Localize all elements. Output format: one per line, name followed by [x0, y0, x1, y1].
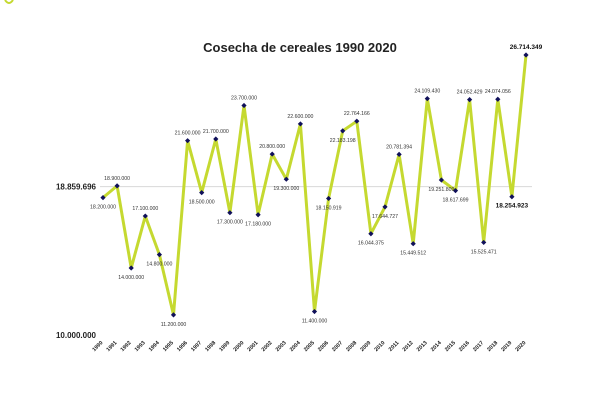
data-point — [156, 251, 162, 258]
data-label: 23.700.000 — [231, 95, 257, 101]
data-label: 11.200.000 — [161, 322, 187, 328]
data-point — [481, 239, 487, 246]
data-label: 11.400.000 — [302, 319, 328, 325]
data-point — [410, 241, 416, 247]
data-label: 18.150.919 — [316, 205, 342, 211]
data-point — [452, 188, 459, 194]
data-point — [100, 195, 106, 201]
data-point — [114, 183, 120, 189]
x-tick-label: 1990 — [92, 340, 105, 353]
data-point — [354, 118, 360, 124]
data-point — [424, 96, 430, 102]
data-label: 24.052.429 — [457, 90, 483, 96]
x-tick-label: 2004 — [289, 340, 303, 354]
data-point — [495, 96, 501, 102]
data-point — [283, 176, 289, 182]
data-label: 18.900.000 — [104, 176, 130, 182]
data-label: 18.254.923 — [496, 203, 529, 210]
data-point — [142, 213, 148, 219]
x-tick-label: 2008 — [345, 340, 358, 353]
data-point — [438, 177, 444, 183]
reference-line-label: 18.859.696 — [56, 183, 97, 192]
logo-icon — [4, 0, 14, 4]
data-point — [227, 210, 233, 216]
data-label: 22.600.000 — [287, 114, 313, 120]
x-tick-label: 2007 — [331, 340, 344, 353]
data-point — [396, 151, 402, 157]
data-point — [326, 195, 332, 202]
data-label: 17.644.727 — [372, 214, 398, 220]
data-point — [213, 136, 219, 142]
x-tick-label: 2011 — [388, 340, 401, 353]
data-point — [255, 212, 261, 218]
x-tick-label: 1994 — [148, 340, 162, 354]
data-label: 19.251.809 — [428, 187, 454, 193]
data-point — [170, 312, 177, 318]
x-tick-label: 2002 — [261, 340, 274, 353]
data-label: 17.180.000 — [245, 222, 271, 228]
x-tick-label: 2016 — [458, 340, 471, 353]
data-label: 15.449.512 — [400, 251, 426, 257]
data-point — [382, 204, 388, 210]
data-label: 21.700.000 — [203, 129, 229, 135]
x-tick-label: 2017 — [472, 340, 485, 353]
data-label: 19.300.000 — [273, 186, 299, 192]
data-point — [297, 121, 303, 127]
data-label: 14.000.000 — [118, 275, 144, 281]
data-point — [199, 190, 205, 196]
x-tick-label: 2018 — [486, 340, 499, 353]
x-tick-label: 2000 — [233, 340, 246, 353]
x-tick-label: 2010 — [374, 340, 387, 353]
data-label: 26.714.349 — [510, 44, 543, 51]
data-label: 17.100.000 — [132, 206, 158, 212]
data-label: 18.617.699 — [443, 198, 469, 204]
x-tick-label: 2014 — [430, 340, 444, 354]
x-tick-label: 1997 — [190, 340, 203, 353]
data-point — [241, 102, 247, 109]
chart-title: Cosecha de cereales 1990 2020 — [203, 40, 397, 55]
x-tick-label: 2013 — [416, 340, 429, 353]
x-tick-label: 2009 — [359, 340, 372, 353]
data-label: 21.600.000 — [175, 131, 201, 137]
data-label: 24.074.056 — [485, 89, 511, 95]
data-point — [311, 308, 318, 315]
data-point — [523, 52, 529, 58]
data-point — [340, 128, 346, 134]
x-tick-label: 1999 — [218, 340, 231, 353]
data-point — [128, 265, 134, 271]
data-point — [185, 138, 191, 144]
data-label: 20.800.000 — [259, 144, 285, 150]
x-tick-label: 2006 — [317, 340, 330, 353]
y-tick-label: 10.000.000 — [56, 331, 97, 340]
data-label: 15.525.471 — [471, 249, 497, 255]
x-tick-label: 1998 — [204, 340, 217, 353]
x-tick-label: 1995 — [162, 340, 175, 353]
data-label: 20.781.394 — [386, 144, 412, 150]
data-point — [368, 231, 374, 237]
x-tick-label: 1996 — [176, 340, 189, 353]
data-label: 14.800.000 — [146, 262, 172, 268]
x-tick-label: 2001 — [247, 340, 260, 353]
x-tick-label: 1992 — [120, 340, 133, 353]
data-point — [269, 151, 275, 157]
x-tick-label: 2003 — [275, 340, 288, 353]
data-label: 24.109.430 — [414, 89, 440, 95]
x-tick-label: 2005 — [303, 340, 316, 353]
data-point — [467, 96, 473, 103]
x-tick-label: 1993 — [134, 340, 147, 353]
data-label: 16.044.375 — [358, 241, 384, 247]
x-tick-label: 2020 — [515, 340, 528, 353]
data-label: 18.200.000 — [90, 205, 116, 211]
data-label: 22.764.166 — [344, 111, 370, 117]
data-label: 17.300.000 — [217, 220, 243, 226]
x-tick-label: 2015 — [444, 340, 457, 353]
data-label: 18.500.000 — [189, 200, 215, 206]
data-label: 22.183.198 — [330, 138, 356, 144]
x-tick-label: 2012 — [402, 340, 415, 353]
x-tick-label: 1991 — [106, 340, 119, 353]
data-point — [509, 194, 515, 200]
x-tick-label: 2019 — [500, 340, 513, 353]
